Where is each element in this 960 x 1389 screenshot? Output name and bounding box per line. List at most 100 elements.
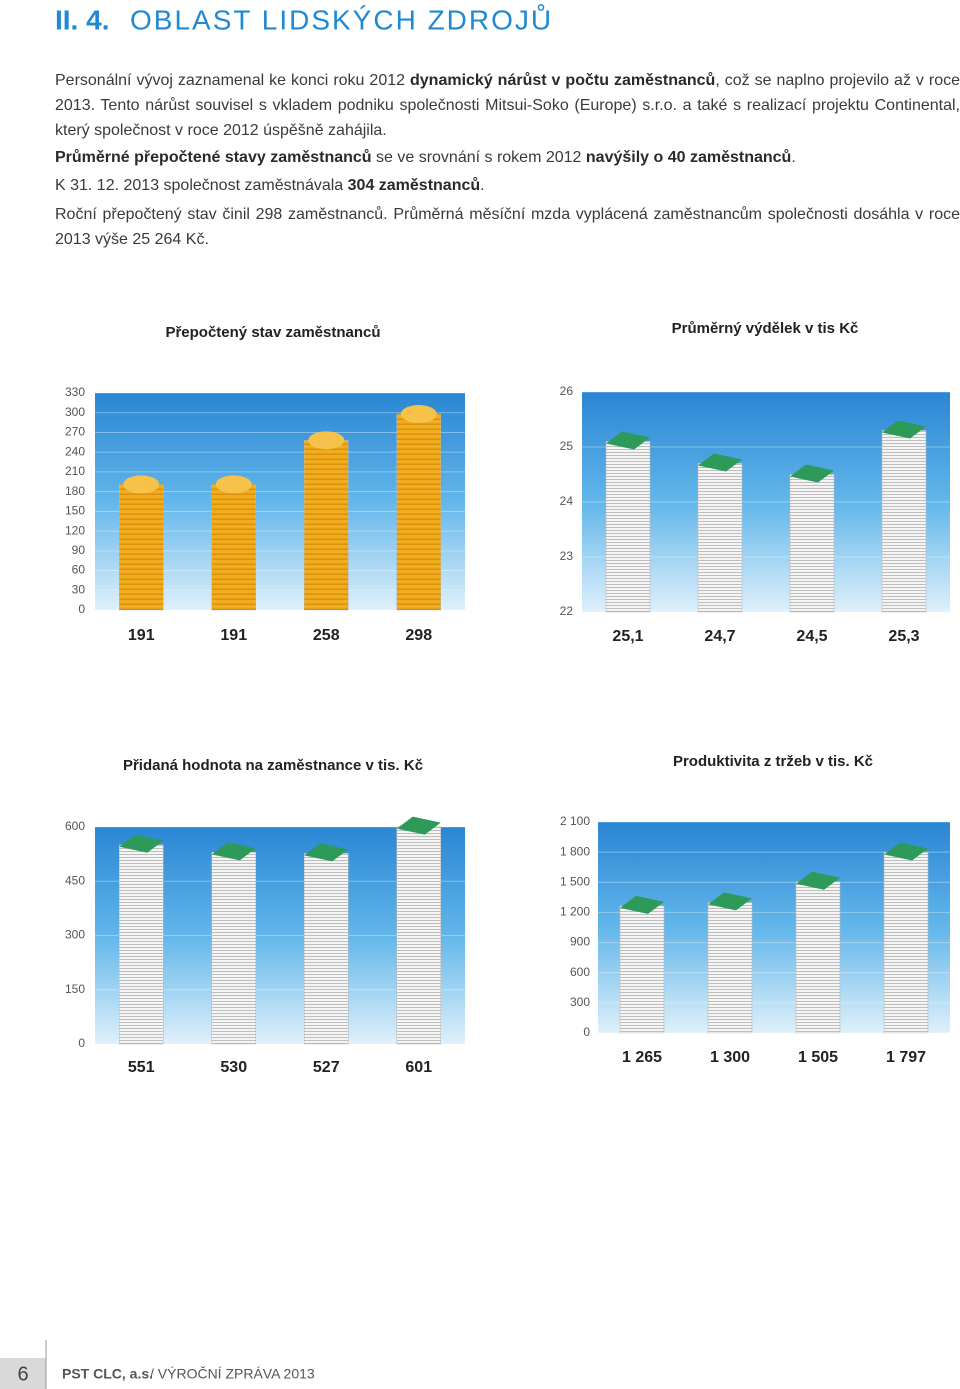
x-tick-label: 2011	[716, 801, 744, 816]
value-label: 191	[128, 627, 155, 644]
bar-texture	[790, 474, 834, 612]
value-label: 24,7	[704, 628, 735, 645]
x-tick-label: 2012	[804, 801, 833, 816]
y-tick-label: 0	[78, 602, 85, 616]
x-tick-label: 2013	[404, 372, 433, 387]
y-tick-label: 450	[65, 873, 85, 887]
x-tick-label: 2011	[220, 372, 248, 387]
paragraph: Průměrné přepočtené stavy zaměstnanců se…	[55, 145, 960, 170]
bar-cap	[698, 453, 742, 472]
value-label: 25,1	[612, 628, 643, 645]
value-label: 601	[405, 1059, 432, 1076]
bar-cap	[400, 405, 437, 424]
y-tick-label: 270	[65, 425, 85, 439]
bar-texture	[882, 430, 926, 612]
y-tick-label: 240	[65, 444, 85, 458]
y-tick-label: 210	[65, 464, 85, 478]
paragraph: K 31. 12. 2013 společnost zaměstnávala 3…	[55, 173, 960, 198]
page-number: 6	[17, 1363, 28, 1385]
text-run: Roční přepočtený stav činil 298 zaměstna…	[55, 206, 960, 248]
bar-texture	[211, 484, 256, 610]
value-label: 24,5	[796, 628, 827, 645]
y-tick-label: 300	[65, 405, 85, 419]
text-run: , což se naplno projevilo až v roce 2013…	[55, 72, 960, 139]
text-run: navýšily o 40 zaměstnanců	[585, 149, 792, 166]
x-tick-label: 2011	[220, 805, 248, 820]
text-run: .	[791, 149, 796, 166]
chart-title: Přidaná hodnota na zaměstnance v tis. Kč	[123, 757, 423, 774]
y-tick-label: 24	[560, 494, 574, 508]
x-tick-label: 2010	[127, 372, 156, 387]
y-tick-label: 180	[65, 484, 85, 498]
bar-texture	[884, 852, 928, 1033]
bar-texture	[396, 826, 441, 1044]
y-tick-label: 150	[65, 504, 85, 518]
footer-report: / VÝROČNÍ ZPRÁVA 2013	[150, 1366, 315, 1382]
bar-cap	[884, 842, 928, 861]
bar-texture	[304, 853, 349, 1044]
bar-cap	[304, 843, 349, 862]
y-tick-label: 0	[78, 1036, 85, 1050]
text-run: .	[480, 177, 485, 194]
bar-texture	[304, 440, 349, 610]
value-label: 551	[128, 1059, 155, 1076]
bar-cap	[606, 431, 650, 450]
text-run: se ve srovnání s rokem 2012	[371, 149, 586, 166]
value-label: 191	[220, 627, 247, 644]
bar-cap	[119, 834, 164, 853]
value-label: 1 300	[710, 1049, 750, 1066]
bar-texture	[396, 414, 441, 610]
bar-texture	[708, 902, 752, 1033]
bar-cap	[790, 464, 834, 483]
x-tick-label: 2012	[312, 805, 341, 820]
y-tick-label: 900	[570, 935, 590, 949]
x-tick-label: 2012	[312, 372, 341, 387]
y-tick-label: 600	[570, 965, 590, 979]
y-tick-label: 120	[65, 523, 85, 537]
bar-texture	[211, 852, 256, 1044]
y-tick-label: 90	[72, 543, 86, 557]
x-tick-label: 2012	[798, 370, 827, 385]
paragraph: Personální vývoj zaznamenal ke konci rok…	[55, 68, 960, 143]
y-tick-label: 22	[560, 604, 574, 618]
x-tick-label: 2010	[127, 805, 156, 820]
page-number-box	[0, 1358, 46, 1389]
y-tick-label: 26	[560, 384, 574, 398]
value-label: 530	[220, 1059, 247, 1076]
bar-texture	[620, 905, 664, 1033]
section-title: OBLAST LIDSKÝCH ZDROJŮ	[130, 3, 553, 35]
y-tick-label: 1 800	[560, 844, 590, 858]
bar-cap	[882, 420, 926, 439]
bar-cap	[708, 892, 752, 911]
chart-title: Průměrný výdělek v tis Kč	[672, 320, 859, 337]
x-tick-label: 2013	[892, 801, 921, 816]
paragraph: Roční přepočtený stav činil 298 zaměstna…	[55, 202, 960, 252]
value-label: 1 797	[886, 1049, 926, 1066]
bar-texture	[119, 484, 164, 610]
bar-cap	[796, 871, 840, 890]
chart-title: Produktivita z tržeb v tis. Kč	[673, 753, 873, 770]
y-tick-label: 300	[65, 928, 85, 942]
y-tick-label: 300	[570, 995, 590, 1009]
y-tick-label: 30	[72, 582, 86, 596]
y-tick-label: 330	[65, 385, 85, 399]
value-label: 1 505	[798, 1049, 838, 1066]
bar-cap	[211, 842, 256, 861]
value-label: 527	[313, 1059, 340, 1076]
bar-cap	[308, 431, 345, 450]
x-tick-label: 2010	[614, 370, 643, 385]
text-run: 304 zaměstnanců	[347, 177, 481, 194]
bar-texture	[606, 441, 650, 612]
value-label: 258	[313, 627, 340, 644]
x-tick-label: 2010	[628, 801, 657, 816]
footer-company: PST CLC, a.s.	[62, 1366, 153, 1382]
value-label: 298	[405, 627, 432, 644]
value-label: 1 265	[622, 1049, 662, 1066]
value-label: 25,3	[888, 628, 919, 645]
y-tick-label: 0	[583, 1025, 590, 1039]
y-tick-label: 1 500	[560, 874, 590, 888]
y-tick-label: 150	[65, 982, 85, 996]
text-run: Personální vývoj zaznamenal ke konci rok…	[55, 72, 410, 89]
